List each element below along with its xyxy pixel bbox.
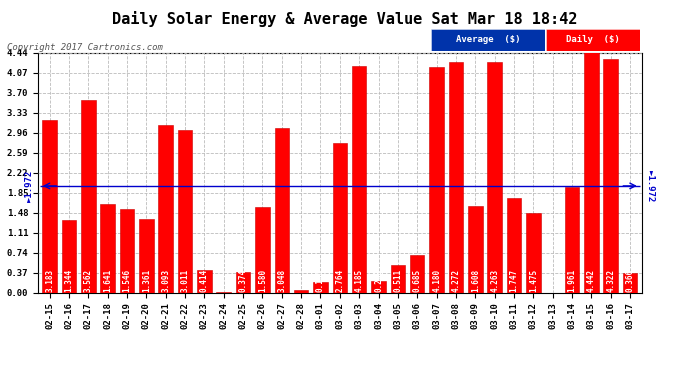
- Bar: [61, 220, 76, 292]
- Text: Copyright 2017 Cartronics.com: Copyright 2017 Cartronics.com: [7, 43, 163, 52]
- Text: Daily Solar Energy & Average Value Sat Mar 18 18:42: Daily Solar Energy & Average Value Sat M…: [112, 11, 578, 27]
- Bar: [42, 120, 57, 292]
- Text: 1.747: 1.747: [509, 268, 518, 292]
- Text: 0.208: 0.208: [374, 268, 383, 292]
- Text: ►1.972: ►1.972: [646, 170, 655, 202]
- Text: 0.685: 0.685: [413, 268, 422, 292]
- Text: 3.093: 3.093: [161, 268, 170, 292]
- Text: 4.272: 4.272: [451, 268, 460, 292]
- Bar: [468, 206, 482, 292]
- Bar: [81, 100, 95, 292]
- Bar: [448, 62, 463, 292]
- Text: 4.263: 4.263: [490, 268, 499, 292]
- Bar: [294, 290, 308, 292]
- Bar: [352, 66, 366, 292]
- Bar: [584, 53, 599, 292]
- Text: 4.322: 4.322: [607, 268, 615, 292]
- Bar: [100, 204, 115, 292]
- Text: 1.580: 1.580: [258, 268, 267, 292]
- Text: 4.185: 4.185: [355, 268, 364, 292]
- Text: 3.562: 3.562: [83, 268, 92, 292]
- Bar: [119, 209, 135, 292]
- Text: 1.546: 1.546: [122, 268, 132, 292]
- Bar: [506, 198, 521, 292]
- Bar: [487, 62, 502, 292]
- Bar: [391, 265, 405, 292]
- Bar: [275, 128, 289, 292]
- Text: 3.048: 3.048: [277, 268, 286, 292]
- Text: 0.511: 0.511: [393, 268, 402, 292]
- Bar: [236, 272, 250, 292]
- Text: 4.180: 4.180: [432, 268, 441, 292]
- Text: 3.183: 3.183: [45, 268, 54, 292]
- Text: 4.442: 4.442: [587, 268, 596, 292]
- Text: 1.344: 1.344: [64, 268, 73, 292]
- Bar: [604, 59, 618, 292]
- Text: 3.011: 3.011: [181, 268, 190, 292]
- Bar: [333, 143, 347, 292]
- Text: 0.414: 0.414: [200, 268, 209, 292]
- Text: 1.641: 1.641: [103, 268, 112, 292]
- Text: Daily  ($): Daily ($): [566, 35, 620, 44]
- Bar: [197, 270, 212, 292]
- Text: 1.361: 1.361: [142, 268, 151, 292]
- Text: ►1.972: ►1.972: [25, 170, 34, 202]
- Bar: [159, 125, 173, 292]
- Bar: [255, 207, 270, 292]
- Bar: [410, 255, 424, 292]
- Text: 0.186: 0.186: [316, 268, 325, 292]
- Bar: [178, 130, 193, 292]
- Bar: [371, 281, 386, 292]
- Text: 1.475: 1.475: [529, 268, 538, 292]
- Bar: [139, 219, 154, 292]
- Bar: [313, 282, 328, 292]
- Text: 1.961: 1.961: [568, 268, 577, 292]
- Text: 2.764: 2.764: [335, 268, 344, 292]
- Bar: [623, 273, 638, 292]
- Text: 0.366: 0.366: [626, 268, 635, 292]
- Text: 1.608: 1.608: [471, 268, 480, 292]
- Bar: [526, 213, 540, 292]
- Text: 0.374: 0.374: [239, 268, 248, 292]
- Bar: [565, 186, 580, 292]
- Text: Average  ($): Average ($): [456, 35, 520, 44]
- Bar: [429, 66, 444, 292]
